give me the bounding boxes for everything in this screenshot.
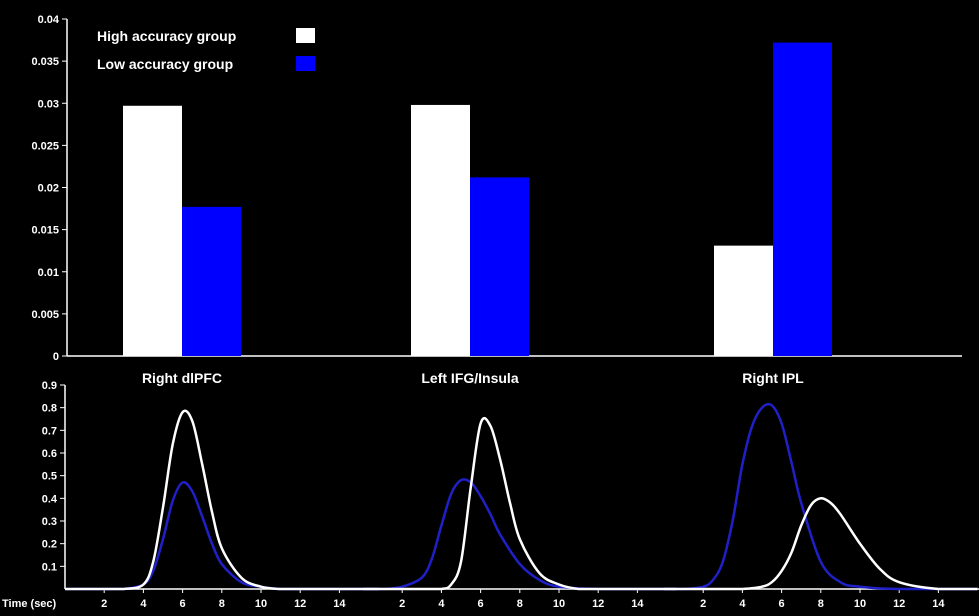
bar-right-ipl-low-accuracy-group [773, 42, 832, 357]
line-y-ticks: 0.1 0.2 0.3 0.4 0.5 0.6 0.7 0.8 0.9 [42, 380, 65, 573]
line-x-tick-label: 10 [255, 598, 267, 610]
line-y-tick-label: 0.7 [42, 425, 57, 437]
line-x-tick-label: 14 [631, 598, 644, 610]
line-x-tick-label: 2 [399, 598, 405, 610]
bar-chart: 0 0.005 0.01 0.015 0.02 0.025 0.03 0.035 0.04 Hi… [31, 14, 962, 386]
line-y-tick-label: 0.3 [42, 516, 57, 528]
bar-right-dlpfc-low-accuracy-group [182, 206, 241, 356]
line-x-tick-label: 4 [438, 598, 445, 610]
line-x-tick-label: 4 [140, 598, 147, 610]
bar-y-tick-label: 0.03 [38, 98, 59, 110]
line-x-tick-label: 14 [333, 598, 346, 610]
line-x-tick-label: 6 [180, 598, 186, 610]
bar-y-tick-label: 0 [53, 351, 59, 363]
line-x-axis-label: Time (sec) [2, 598, 57, 610]
line-series [65, 402, 978, 591]
category-label-left-ifg-insula: Left IFG/Insula [421, 370, 518, 386]
line-x-tick-label: 10 [854, 598, 866, 610]
line-x-tick-label: 8 [818, 598, 824, 610]
line-x-tick-label: 12 [294, 598, 306, 610]
category-label-right-dlpfc: Right dlPFC [142, 370, 222, 386]
line-x-tick-label: 12 [893, 598, 905, 610]
legend-swatch-low-accuracy-group [296, 56, 315, 71]
line-y-tick-label: 0.4 [42, 493, 58, 505]
line-left-ifg-insula-low-accuracy-group [363, 478, 677, 591]
bar-y-tick-label: 0.015 [31, 225, 59, 237]
line-y-tick-label: 0.5 [42, 471, 57, 483]
legend-swatch-high-accuracy-group [296, 28, 315, 43]
bar-left-ifg-insula-high-accuracy-group [411, 104, 470, 356]
line-y-tick-label: 0.9 [42, 380, 57, 392]
line-axes [64, 385, 979, 590]
bar-marks [123, 42, 832, 357]
line-x-ticks: Time (sec) 2 4 6 8 10 12 14 2 4 6 8 10 12 14 2 4 6 8 10 12 14 [2, 589, 945, 610]
line-x-tick-label: 6 [478, 598, 484, 610]
category-labels: Right dlPFC Left IFG/Insula Right IPL [142, 370, 804, 386]
line-y-tick-label: 0.1 [42, 561, 57, 573]
bar-y-tick-label: 0.02 [38, 183, 59, 195]
bar-right-dlpfc-high-accuracy-group [123, 105, 182, 356]
legend: High accuracy group Low accuracy group [97, 28, 315, 72]
line-x-tick-label: 12 [592, 598, 604, 610]
line-x-tick-label: 10 [553, 598, 565, 610]
bar-y-tick-label: 0.005 [31, 309, 59, 321]
line-x-tick-label: 4 [739, 598, 746, 610]
line-right-ipl-low-accuracy-group [664, 402, 978, 591]
line-x-tick-label: 2 [101, 598, 107, 610]
line-x-tick-label: 14 [932, 598, 945, 610]
legend-label-high-accuracy-group: High accuracy group [97, 28, 236, 44]
bar-y-tick-label: 0.035 [31, 56, 59, 68]
hrf-line-chart: 0.1 0.2 0.3 0.4 0.5 0.6 0.7 0.8 0.9 Time (sec) 2 4… [2, 380, 979, 610]
line-x-tick-label: 2 [700, 598, 706, 610]
legend-label-low-accuracy-group: Low accuracy group [97, 56, 233, 72]
line-right-dlpfc-high-accuracy-group [65, 409, 379, 591]
bar-y-ticks: 0 0.005 0.01 0.015 0.02 0.025 0.03 0.035 0.04 [31, 14, 67, 363]
category-label-right-ipl: Right IPL [742, 370, 804, 386]
line-y-tick-label: 0.6 [42, 448, 57, 460]
bar-y-tick-label: 0.025 [31, 140, 59, 152]
line-x-tick-label: 8 [219, 598, 225, 610]
line-right-ipl-high-accuracy-group [664, 497, 978, 591]
line-y-tick-label: 0.2 [42, 539, 57, 551]
bar-y-tick-label: 0.04 [38, 14, 60, 26]
line-x-tick-label: 6 [779, 598, 785, 610]
line-left-ifg-insula-high-accuracy-group [363, 416, 677, 591]
line-x-tick-label: 8 [517, 598, 523, 610]
bar-right-ipl-high-accuracy-group [714, 245, 773, 356]
bar-y-tick-label: 0.01 [38, 267, 59, 279]
line-y-tick-label: 0.8 [42, 403, 57, 415]
bar-left-ifg-insula-low-accuracy-group [470, 177, 529, 356]
